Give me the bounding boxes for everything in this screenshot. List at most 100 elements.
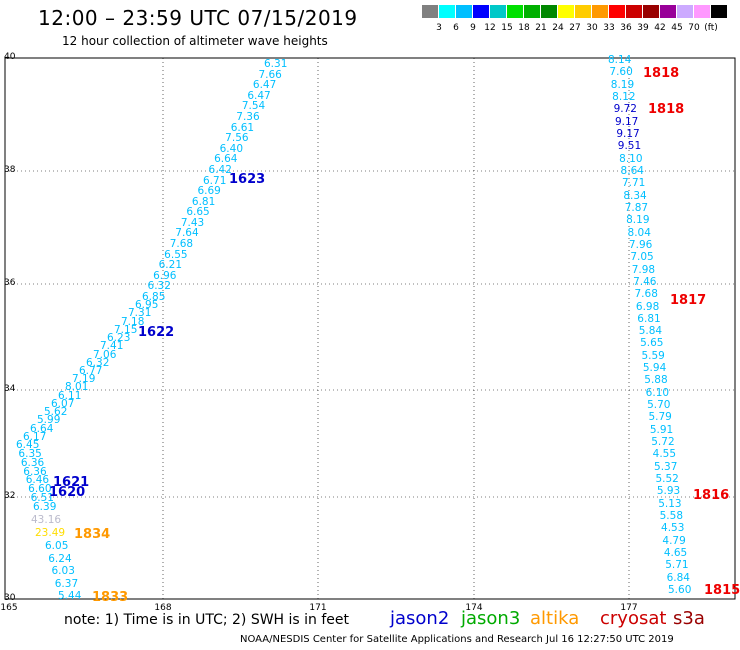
wave-height-value: 7.54 [241,100,266,113]
pass-label-1817: 1817 [670,293,707,308]
wave-height-value: 7.19 [72,373,96,386]
wave-height-value: 6.81 [191,195,216,208]
scale-label: 12 [484,23,496,33]
wave-height-value: 5.44 [58,590,82,602]
pass-label-1815: 1815 [704,583,740,598]
lon-label-168: 168 [154,603,172,613]
scale-label: 15 [501,23,513,33]
pass-label-1620: 1620 [49,485,86,500]
color-scale-bar [422,5,728,18]
wave-height-value: 4.79 [662,534,686,547]
wave-height-value: 9.72 [613,103,637,116]
wave-height-value: 9.17 [616,127,640,140]
scale-swatch [660,5,677,18]
wave-height-value: 6.69 [197,185,221,198]
wave-height-value: 5.71 [665,559,689,572]
pass-label-1622: 1622 [138,325,175,340]
wave-height-value: 5.84 [638,325,663,338]
scale-label: 27 [569,23,581,33]
wave-height-value: 6.42 [208,163,232,176]
wave-height-value: 7.64 [175,227,199,240]
wave-height-value: 8.19 [610,78,635,91]
scale-swatch [541,5,558,18]
pass-label-1818-b: 1818 [648,102,685,117]
wave-height-value: 6.64 [30,422,54,435]
pass-label-1621: 1621 [53,475,90,490]
wave-height-value: 5.58 [659,510,684,523]
scale-label: 42 [654,23,666,33]
wave-height-value: 5.88 [644,374,668,387]
wave-height-value: 7.36 [236,110,260,123]
wave-height-value: 6.55 [164,248,188,261]
wave-height-value: 5.93 [656,485,681,498]
wave-height-value: 7.98 [631,263,656,276]
wave-height-value: 6.03 [51,565,75,577]
wave-height-value: 23.49 [35,527,66,539]
lat-label-36: 36 [4,278,16,288]
pass-label-1623: 1623 [229,172,266,187]
scale-swatch [524,5,541,18]
wave-height-value: 9.17 [614,115,639,128]
wave-height-value: 6.84 [666,571,690,584]
wave-height-value: 7.71 [621,177,646,190]
scale-label: 21 [535,23,547,33]
wave-height-value: 7.60 [609,66,633,79]
wave-height-value: 7.66 [258,68,282,81]
wave-height-value: 6.11 [58,389,82,402]
scale-swatch [507,5,524,18]
wave-height-value: 7.68 [169,238,194,251]
scale-swatch [558,5,575,18]
wave-height-value: 6.37 [54,577,79,590]
scale-swatch [694,5,711,18]
wave-height-value: 7.41 [100,340,124,353]
wave-height-value: 6.39 [33,501,57,513]
pass-label-1818-a: 1818 [643,66,680,81]
lat-label-34: 34 [4,384,16,394]
scale-swatch [626,5,643,18]
scale-swatch [456,5,473,18]
legend-cryosat: cryosat [600,608,667,629]
wave-height-value: 7.18 [121,315,145,328]
wave-height-value: 5.59 [641,349,665,362]
lon-label-174: 174 [465,603,483,613]
wave-height-value: 5.62 [44,406,68,419]
scale-label: 6 [453,23,459,33]
wave-height-value: 4.65 [663,547,688,560]
lon-label-165: 165 [0,603,18,613]
wave-height-value: 7.68 [634,288,658,301]
wave-height-value: 43.16 [31,514,62,526]
color-scale-legend: 3 6 9 12 15 18 21 24 27 30 33 36 39 42 45 70 (ft) [422,5,728,33]
wave-height-value: 6.60 [28,483,52,496]
lat-label-40: 40 [4,52,16,62]
wave-height-value: 6.47 [247,89,271,102]
map-subtitle: 12 hour collection of altimeter wave hei… [62,34,328,48]
wave-height-value: 6.47 [252,79,277,92]
wave-height-value: 7.06 [93,348,117,361]
wave-height-value: 6.81 [637,312,661,325]
lon-label-171: 171 [309,603,327,613]
wave-height-value: 8.12 [612,90,636,103]
wave-height-value: 6.98 [635,300,660,313]
wave-height-value: 5.79 [648,411,672,424]
wave-height-value: 6.36 [23,465,47,478]
scale-swatch [643,5,660,18]
wave-height-value: 8.14 [608,54,632,66]
wave-height-value: 6.46 [25,474,50,487]
scale-swatch [439,5,456,18]
wave-height-value: 6.10 [645,386,670,399]
scale-label: 3 [436,23,442,33]
wave-height-value: 7.43 [180,216,205,229]
wave-height-value: 6.65 [186,206,210,219]
scale-swatch [711,5,728,18]
wave-height-value: 5.13 [658,497,682,510]
wave-height-value: 6.40 [219,142,244,155]
wave-height-value: 6.07 [51,397,75,410]
wave-height-value: 6.61 [230,121,255,134]
lon-label-177: 177 [620,603,638,613]
wave-height-value: 6.05 [45,540,69,552]
lat-label-38: 38 [4,165,16,175]
wave-height-value: 7.05 [630,251,654,264]
wave-height-value: 5.91 [649,423,674,436]
scale-swatch [422,5,439,18]
